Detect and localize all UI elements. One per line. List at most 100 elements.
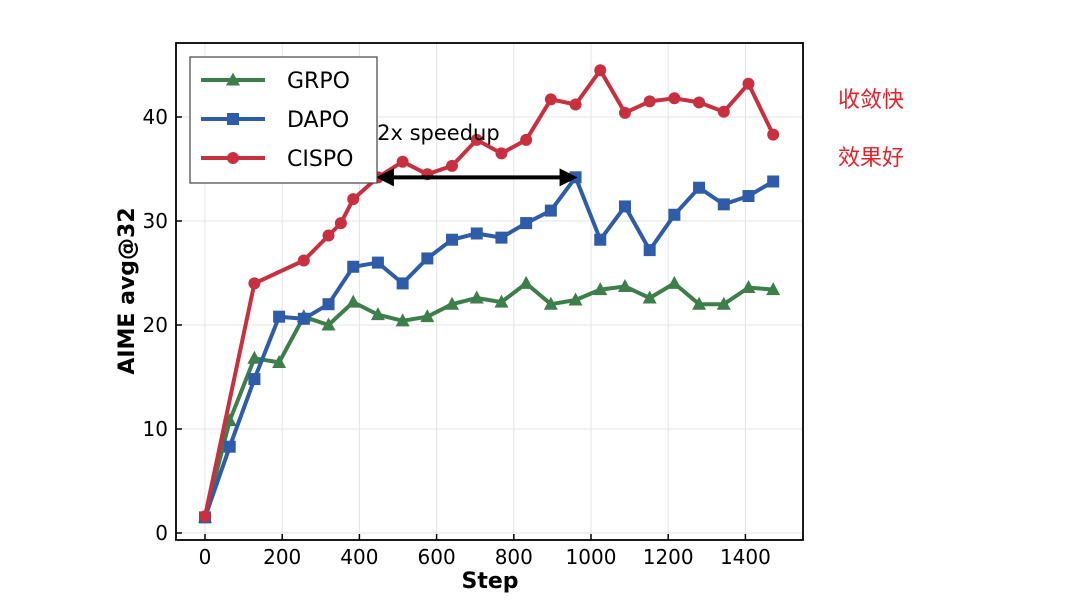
data-point-cispo [594,64,607,77]
data-point-grpo [642,290,657,304]
data-point-cispo [470,133,483,146]
data-point-grpo [370,307,385,321]
data-point-cispo [396,155,409,168]
series-dapo [199,171,780,524]
speedup-arrow-head-right [559,168,578,187]
data-point-grpo [272,354,287,368]
data-point-dapo [742,190,755,203]
x-tick-label: 1200 [643,545,694,569]
data-point-dapo [470,227,483,240]
data-point-grpo [420,309,435,323]
data-point-dapo [668,208,681,221]
legend: GRPO DAPO CISPO [189,56,378,184]
data-point-grpo [321,317,336,331]
data-point-cispo [569,98,582,111]
data-point-dapo [396,277,409,290]
data-point-dapo [223,440,236,453]
axis-ticks: 0 200 400 600 800 1000 1200 1400 0 10 20 30 40 [143,105,771,569]
data-point-cispo [643,95,656,108]
legend-marker-grpo [226,72,240,86]
data-point-grpo [395,313,410,327]
data-point-cispo [668,92,681,105]
plot-frame [175,42,804,541]
data-point-cispo [248,277,261,290]
x-tick-label: 1000 [566,545,617,569]
data-point-cispo [446,159,459,172]
data-point-dapo [618,200,631,213]
data-point-dapo [446,233,459,246]
data-point-dapo [717,198,730,211]
y-axis-label: AIME avg@32 [115,207,140,374]
data-point-grpo [617,279,632,293]
y-tick-label: 20 [143,313,168,337]
x-tick-label: 600 [418,545,456,569]
data-point-dapo [594,233,607,246]
data-point-cispo [322,229,335,242]
data-point-cispo [767,128,780,141]
data-point-grpo [568,292,583,306]
data-point-grpo [741,280,756,294]
data-point-cispo [742,77,755,90]
data-point-dapo [767,175,780,188]
data-point-grpo [346,294,361,308]
x-tick-label: 1400 [720,545,771,569]
x-tick-label: 400 [340,545,378,569]
y-tick-label: 10 [143,417,168,441]
data-point-cispo [520,133,533,146]
data-point-dapo [520,217,533,230]
legend-label-cispo: CISPO [287,147,353,172]
series-cispo [199,64,780,523]
data-point-cispo [618,106,631,119]
data-point-cispo [297,254,310,267]
annotation-layer: 2x speedup [375,121,578,187]
y-tick-label: 40 [143,105,168,129]
speedup-annotation: 2x speedup [377,121,500,145]
data-point-grpo [593,282,608,296]
data-point-dapo [371,256,384,269]
speedup-arrow-head-left [375,168,394,187]
side-note-better-result: 效果好 [838,146,905,171]
data-point-cispo [717,105,730,118]
data-point-cispo [495,147,508,160]
series-line-dapo [203,175,776,520]
data-point-dapo [297,312,310,325]
data-point-dapo [421,252,434,265]
y-tick-label: 0 [155,521,168,545]
series-layer [198,64,781,524]
data-point-dapo [643,244,656,257]
data-point-grpo [494,294,509,308]
data-point-dapo [248,373,261,386]
y-tick-label: 30 [143,209,168,233]
data-point-cispo [199,510,211,523]
data-point-cispo [693,96,706,109]
data-point-dapo [495,231,508,244]
data-point-grpo [247,350,262,364]
data-point-grpo [543,296,558,310]
data-point-grpo [667,275,682,289]
data-point-grpo [716,296,731,310]
data-point-dapo [693,181,706,194]
data-point-grpo [445,296,460,310]
data-point-grpo [469,290,484,304]
legend-marker-dapo [227,113,239,125]
x-axis-label: Step [461,569,518,594]
legend-label-grpo: GRPO [287,69,350,94]
x-tick-label: 0 [199,545,212,569]
series-grpo [198,275,781,523]
x-tick-label: 800 [495,545,533,569]
legend-marker-cispo [227,152,239,164]
data-point-dapo [322,298,335,311]
x-tick-label: 200 [263,545,301,569]
side-note-fast-convergence: 收敛快 [838,88,905,113]
data-point-cispo [334,217,347,230]
data-point-dapo [273,310,286,323]
data-point-cispo [544,93,557,106]
data-point-dapo [544,204,557,217]
data-point-cispo [347,193,360,206]
data-point-grpo [519,275,534,289]
data-point-grpo [692,296,707,310]
legend-label-dapo: DAPO [287,108,349,133]
data-point-grpo [766,282,781,296]
data-point-dapo [347,260,360,273]
